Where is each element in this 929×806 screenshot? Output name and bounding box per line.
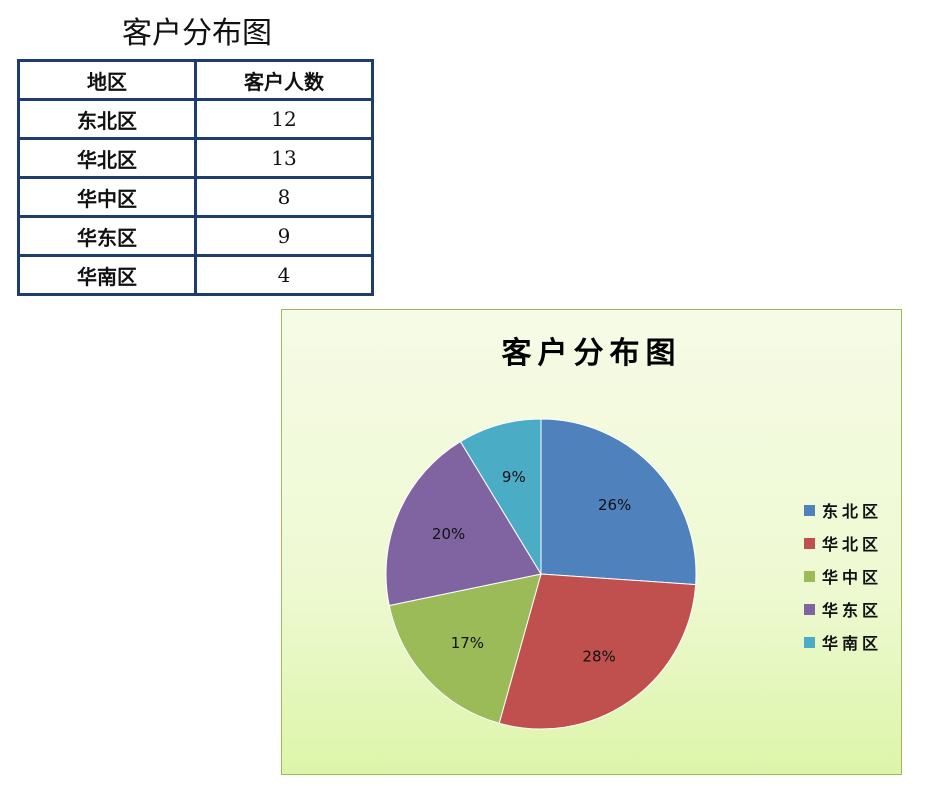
table-header-row: 地区 客户人数 bbox=[17, 59, 374, 101]
data-label: 28% bbox=[582, 647, 615, 665]
pie-slice-2[interactable] bbox=[388, 573, 542, 724]
data-label: 26% bbox=[598, 496, 631, 514]
table-row: 华南区 4 bbox=[17, 254, 374, 296]
legend-label: 华东区 bbox=[822, 601, 883, 620]
count-cell: 12 bbox=[194, 98, 374, 140]
region-cell: 华南区 bbox=[17, 254, 197, 296]
count-cell: 8 bbox=[194, 176, 374, 218]
pie-slice-3[interactable] bbox=[385, 440, 542, 607]
legend-swatch bbox=[804, 537, 815, 549]
region-cell: 华北区 bbox=[17, 137, 197, 179]
header-region: 地区 bbox=[17, 59, 197, 101]
region-cell: 华中区 bbox=[17, 176, 197, 218]
legend-item: 东北区 bbox=[804, 498, 882, 522]
pie-slice-0[interactable] bbox=[540, 418, 697, 586]
data-label: 17% bbox=[451, 634, 484, 652]
legend-label: 东北区 bbox=[822, 502, 883, 521]
header-count: 客户人数 bbox=[194, 59, 374, 101]
table-row: 东北区 12 bbox=[17, 98, 374, 140]
legend-swatch bbox=[804, 570, 815, 582]
table-title: 客户分布图 bbox=[122, 16, 272, 51]
legend-item: 华北区 bbox=[804, 531, 882, 555]
data-table: 地区 客户人数 东北区 12 华北区 13 华中区 8 华东区 9 华南区 4 bbox=[17, 59, 374, 296]
legend-swatch bbox=[804, 603, 815, 615]
pie-chart-area[interactable]: 客户分布图 26% 28% 17% 20% 9% 东北区华北区华中区华东区华南区 bbox=[281, 309, 902, 775]
legend-item: 华东区 bbox=[804, 597, 882, 621]
pie-slice-4[interactable] bbox=[459, 418, 542, 576]
region-cell: 东北区 bbox=[17, 98, 197, 140]
chart-title: 客户分布图 bbox=[501, 336, 682, 371]
table-row: 华东区 9 bbox=[17, 215, 374, 257]
count-cell: 4 bbox=[194, 254, 374, 296]
data-label: 20% bbox=[432, 525, 465, 543]
legend-swatch bbox=[804, 636, 815, 648]
count-cell: 13 bbox=[194, 137, 374, 179]
pie-slice-1[interactable] bbox=[498, 573, 697, 730]
region-cell: 华东区 bbox=[17, 215, 197, 257]
legend-label: 华北区 bbox=[822, 535, 883, 554]
table-row: 华中区 8 bbox=[17, 176, 374, 218]
legend-item: 华南区 bbox=[804, 630, 882, 654]
legend-label: 华中区 bbox=[822, 568, 883, 587]
pie-svg: 26% 28% 17% 20% 9% bbox=[385, 418, 697, 730]
legend-label: 华南区 bbox=[822, 634, 883, 653]
legend-swatch bbox=[804, 504, 815, 516]
count-cell: 9 bbox=[194, 215, 374, 257]
data-label: 9% bbox=[502, 468, 526, 486]
table-row: 华北区 13 bbox=[17, 137, 374, 179]
legend-item: 华中区 bbox=[804, 564, 882, 588]
